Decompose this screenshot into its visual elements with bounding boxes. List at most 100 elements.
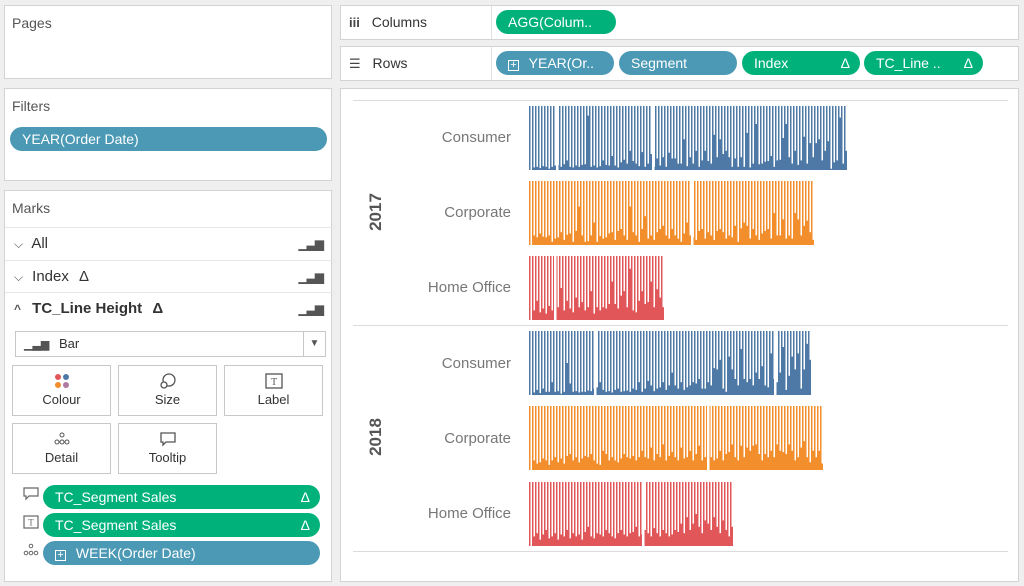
week-bar[interactable] — [740, 106, 743, 158]
week-bar[interactable] — [644, 406, 647, 458]
week-bar[interactable] — [683, 181, 686, 234]
week-bar[interactable] — [647, 406, 650, 459]
week-bar[interactable] — [782, 331, 785, 347]
week-bar[interactable] — [770, 406, 773, 451]
week-bar[interactable] — [638, 406, 641, 458]
week-bar[interactable] — [665, 331, 668, 390]
week-bar[interactable] — [827, 106, 830, 142]
week-bar[interactable] — [635, 331, 638, 390]
week-bar[interactable] — [743, 181, 746, 223]
week-bar[interactable] — [629, 406, 632, 459]
week-bar[interactable] — [755, 106, 758, 124]
week-bar[interactable] — [575, 181, 578, 231]
week-bar[interactable] — [704, 106, 707, 151]
week-bar[interactable] — [542, 181, 545, 237]
week-bar[interactable] — [674, 106, 677, 159]
columns-pill[interactable]: AGG(Colum.. — [496, 10, 616, 34]
week-bar[interactable] — [617, 256, 620, 309]
week-bar[interactable] — [620, 181, 623, 229]
week-bar[interactable] — [584, 482, 587, 532]
week-bar[interactable] — [710, 331, 713, 386]
week-bar[interactable] — [833, 106, 836, 163]
week-bar[interactable] — [617, 406, 620, 463]
week-bar[interactable] — [656, 106, 659, 159]
week-bar[interactable] — [626, 406, 629, 458]
week-bar[interactable] — [740, 331, 743, 349]
week-bar[interactable] — [629, 106, 632, 151]
week-bar[interactable] — [638, 256, 641, 301]
week-bar[interactable] — [533, 256, 536, 311]
week-bar[interactable] — [674, 331, 677, 386]
week-bar[interactable] — [743, 406, 746, 458]
label-button[interactable]: T Label — [224, 365, 323, 416]
week-bar[interactable] — [599, 181, 602, 237]
marks-row-tc-line-height[interactable]: ^ TC_Line Height Δ ▁▃▆ — [5, 292, 335, 324]
week-bar[interactable] — [617, 181, 620, 231]
week-bar[interactable] — [533, 106, 536, 168]
week-bar[interactable] — [719, 482, 722, 534]
rows-pill-tc-line[interactable]: TC_Line .. Δ — [864, 51, 983, 75]
week-bar[interactable] — [680, 331, 683, 383]
week-bar[interactable] — [830, 106, 833, 169]
week-bar[interactable] — [728, 181, 731, 236]
week-bar[interactable] — [590, 406, 593, 454]
week-bar[interactable] — [632, 256, 635, 311]
week-bar[interactable] — [653, 256, 656, 308]
week-bar[interactable] — [542, 331, 545, 389]
week-bar[interactable] — [533, 181, 536, 236]
week-bar[interactable] — [578, 181, 581, 207]
week-bar[interactable] — [701, 482, 704, 534]
week-bar[interactable] — [611, 181, 614, 233]
marks-row-index[interactable]: ⌵ Index Δ ▁▃▆ — [5, 260, 335, 292]
week-bar[interactable] — [656, 181, 659, 233]
week-bar[interactable] — [758, 181, 761, 240]
marks-row-all[interactable]: ⌵ All ▁▃▆ — [5, 227, 335, 259]
week-bar[interactable] — [803, 181, 806, 226]
week-bar[interactable] — [839, 106, 842, 118]
week-bar[interactable] — [536, 482, 539, 534]
week-bar[interactable] — [770, 331, 773, 354]
week-bar[interactable] — [581, 482, 584, 540]
week-bar[interactable] — [563, 106, 566, 165]
week-bar[interactable] — [806, 406, 809, 458]
week-bar[interactable] — [614, 331, 617, 390]
week-bar[interactable] — [719, 331, 722, 360]
week-bar[interactable] — [548, 106, 551, 169]
week-bar[interactable] — [767, 331, 770, 388]
week-bar[interactable] — [599, 406, 602, 465]
week-bar[interactable] — [539, 406, 542, 463]
week-bar[interactable] — [674, 482, 677, 530]
week-bar[interactable] — [560, 331, 563, 394]
tooltip-field-pill[interactable]: TC_Segment Sales Δ — [43, 485, 320, 509]
week-bar[interactable] — [716, 181, 719, 231]
week-bar[interactable] — [566, 331, 569, 363]
week-bar[interactable] — [734, 181, 737, 226]
week-bar[interactable] — [566, 256, 569, 301]
week-bar[interactable] — [566, 106, 569, 161]
week-bar[interactable] — [689, 181, 692, 236]
week-bar[interactable] — [725, 181, 728, 239]
week-bar[interactable] — [539, 256, 542, 313]
week-bar[interactable] — [752, 106, 755, 164]
week-bar[interactable] — [638, 181, 641, 242]
week-bar[interactable] — [623, 181, 626, 236]
week-bar[interactable] — [542, 256, 545, 309]
week-bar[interactable] — [722, 406, 725, 461]
week-bar[interactable] — [779, 106, 782, 160]
week-bar[interactable] — [575, 256, 578, 298]
week-bar[interactable] — [668, 406, 671, 456]
week-bar[interactable] — [578, 406, 581, 463]
week-bar[interactable] — [791, 406, 794, 451]
week-bar[interactable] — [632, 106, 635, 162]
week-bar[interactable] — [764, 331, 767, 386]
week-bar[interactable] — [551, 331, 554, 383]
week-bar[interactable] — [659, 406, 662, 458]
week-bar[interactable] — [710, 181, 713, 236]
week-bar[interactable] — [695, 331, 698, 384]
week-bar[interactable] — [578, 482, 581, 535]
detail-button[interactable]: Detail — [12, 423, 111, 474]
week-bar[interactable] — [698, 482, 701, 527]
week-bar[interactable] — [581, 256, 584, 303]
week-bar[interactable] — [707, 331, 710, 383]
week-bar[interactable] — [803, 106, 806, 137]
